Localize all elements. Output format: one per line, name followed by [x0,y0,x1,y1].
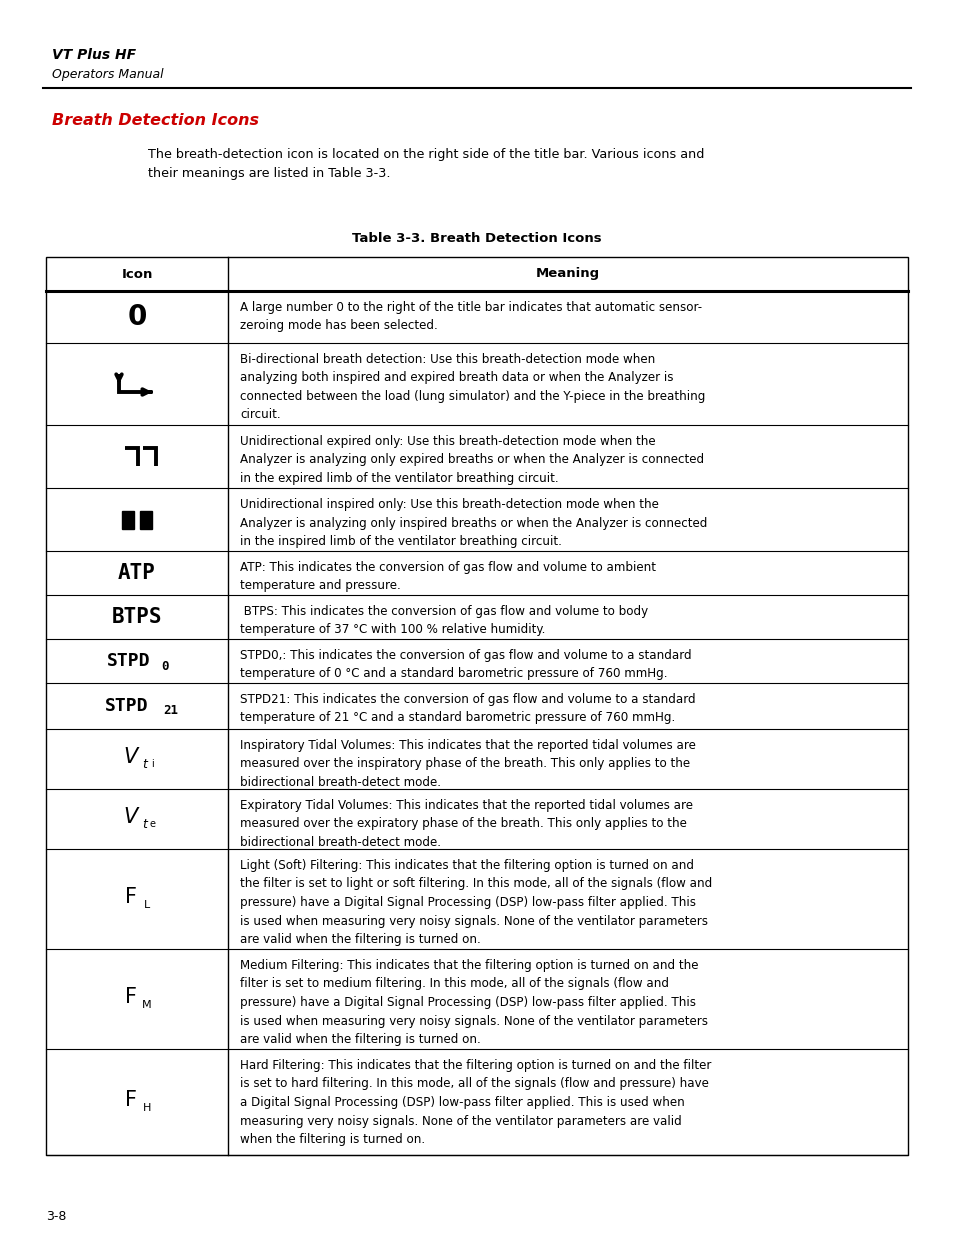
Text: V: V [124,747,138,767]
Text: Meaning: Meaning [536,268,599,280]
Text: STPD21: This indicates the conversion of gas flow and volume to a standard
tempe: STPD21: This indicates the conversion of… [240,693,695,725]
Text: t: t [142,757,148,771]
Text: Table 3-3. Breath Detection Icons: Table 3-3. Breath Detection Icons [352,232,601,245]
Text: Breath Detection Icons: Breath Detection Icons [52,112,258,128]
Text: i: i [152,760,154,769]
Text: Hard Filtering: This indicates that the filtering option is turned on and the fi: Hard Filtering: This indicates that the … [240,1058,711,1146]
Text: 0: 0 [127,303,147,331]
Text: ATP: ATP [118,563,155,583]
Text: Unidirectional expired only: Use this breath-detection mode when the
Analyzer is: Unidirectional expired only: Use this br… [240,435,703,485]
Polygon shape [122,510,133,529]
Text: STPD: STPD [107,652,151,671]
Text: STPD0,: This indicates the conversion of gas flow and volume to a standard
tempe: STPD0,: This indicates the conversion of… [240,650,691,680]
Text: BTPS: This indicates the conversion of gas flow and volume to body
temperature o: BTPS: This indicates the conversion of g… [240,605,647,636]
Text: L: L [144,900,150,910]
Text: Unidirectional inspired only: Use this breath-detection mode when the
Analyzer i: Unidirectional inspired only: Use this b… [240,498,706,548]
Text: Light (Soft) Filtering: This indicates that the filtering option is turned on an: Light (Soft) Filtering: This indicates t… [240,860,712,946]
Text: 0: 0 [161,659,169,673]
Text: 3-8: 3-8 [46,1210,67,1223]
Text: H: H [143,1103,151,1113]
Text: V: V [124,806,138,827]
Text: F: F [125,887,137,906]
Polygon shape [140,510,152,529]
Text: Inspiratory Tidal Volumes: This indicates that the reported tidal volumes are
me: Inspiratory Tidal Volumes: This indicate… [240,739,695,789]
Text: STPD: STPD [105,697,149,715]
Text: Bi-directional breath detection: Use this breath-detection mode when
analyzing b: Bi-directional breath detection: Use thi… [240,353,704,421]
Text: VT Plus HF: VT Plus HF [52,48,136,62]
Text: F: F [125,987,137,1007]
Text: Medium Filtering: This indicates that the filtering option is turned on and the
: Medium Filtering: This indicates that th… [240,960,707,1046]
Bar [46,257,907,1155]
Text: e: e [150,819,156,829]
Text: Icon: Icon [121,268,152,280]
Text: Expiratory Tidal Volumes: This indicates that the reported tidal volumes are
mea: Expiratory Tidal Volumes: This indicates… [240,799,692,848]
Text: A large number 0 to the right of the title bar indicates that automatic sensor-
: A large number 0 to the right of the tit… [240,301,701,332]
Text: t: t [142,818,148,830]
Text: 21: 21 [163,704,178,718]
Text: F: F [125,1091,137,1110]
Text: BTPS: BTPS [112,606,162,627]
Text: M: M [142,1000,152,1010]
Text: ATP: This indicates the conversion of gas flow and volume to ambient
temperature: ATP: This indicates the conversion of ga… [240,561,656,593]
Text: The breath-detection icon is located on the right side of the title bar. Various: The breath-detection icon is located on … [148,148,703,180]
Text: Operators Manual: Operators Manual [52,68,164,82]
